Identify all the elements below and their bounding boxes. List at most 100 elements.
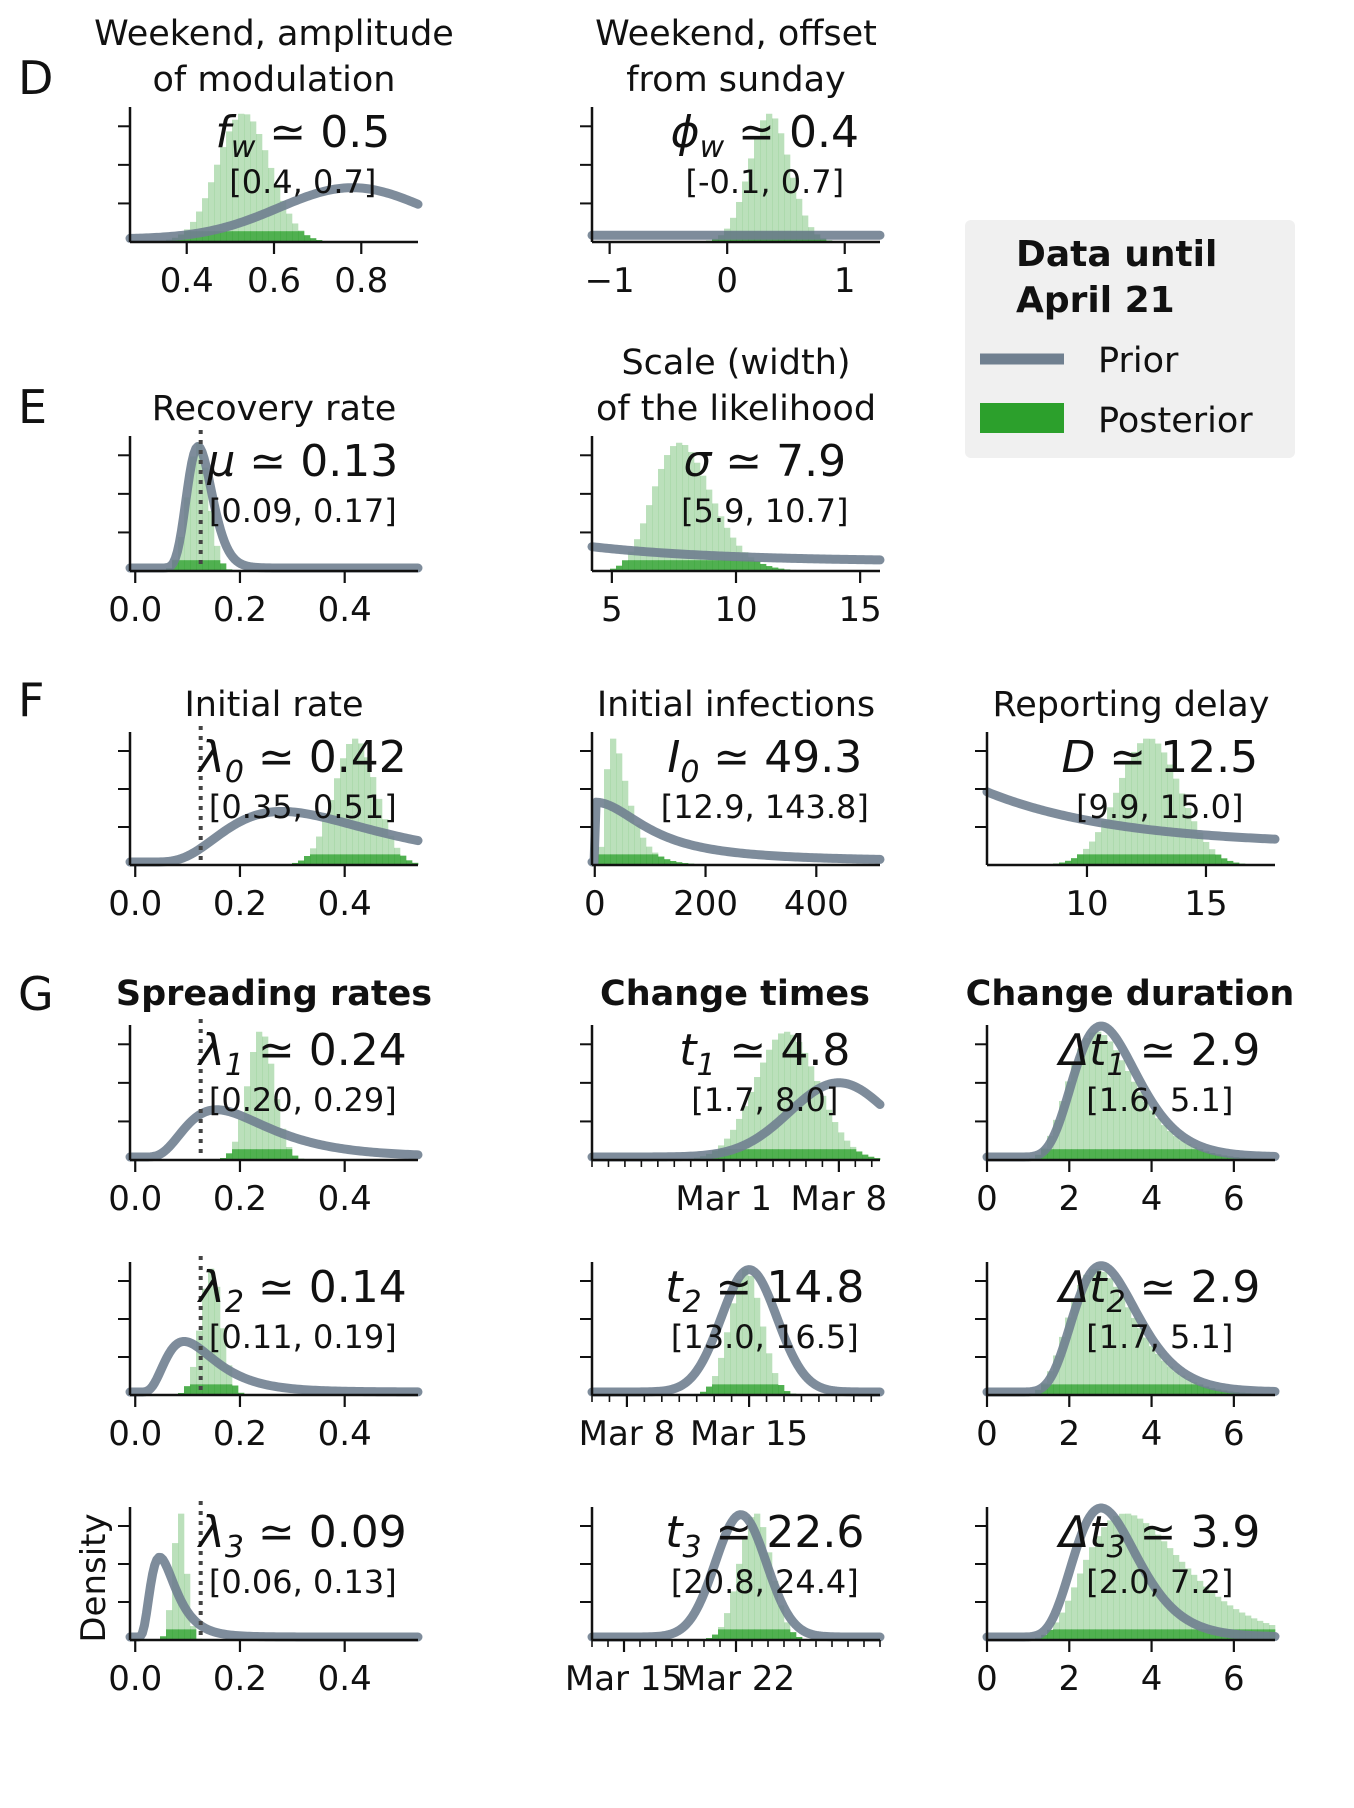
posterior-bar-core <box>760 563 767 571</box>
posterior-bar <box>1119 777 1126 865</box>
posterior-bar <box>1125 1513 1132 1640</box>
posterior-bar-core <box>340 854 347 865</box>
posterior-bar <box>1083 1559 1090 1640</box>
posterior-bar <box>1131 1515 1138 1640</box>
posterior-bar <box>736 201 743 242</box>
posterior-bar <box>1113 1515 1120 1640</box>
posterior-bar-core <box>850 1149 857 1160</box>
posterior-bar <box>1197 1580 1204 1640</box>
posterior-bar <box>784 1031 791 1160</box>
posterior-bar <box>754 1297 761 1395</box>
posterior-bar <box>1137 1518 1144 1640</box>
posterior-bar <box>1203 841 1210 865</box>
posterior-bar-core <box>184 1386 191 1395</box>
posterior-bar-core <box>1131 1629 1138 1640</box>
posterior-histogram-dt1 <box>1029 1031 1276 1160</box>
posterior-bar <box>1143 1101 1150 1160</box>
x-tick-label: 4 <box>1141 1659 1163 1699</box>
posterior-bar-core <box>1089 1149 1096 1160</box>
x-tick-label: 0.2 <box>213 590 267 630</box>
posterior-bar <box>826 1109 833 1160</box>
posterior-bar-core <box>754 1149 761 1160</box>
posterior-bar <box>760 1062 767 1160</box>
x-tick-label: 0 <box>584 884 606 924</box>
posterior-bar <box>226 1365 233 1395</box>
posterior-bar-core <box>784 1629 791 1640</box>
posterior-bar-core <box>1161 1384 1168 1395</box>
posterior-bar-core <box>754 1629 761 1640</box>
posterior-bar-core <box>694 560 701 571</box>
stat-value: ≃ 0.4 <box>724 107 859 158</box>
column-header-spreading-rates: Spreading rates <box>116 974 432 1014</box>
posterior-bar-core <box>796 1637 803 1640</box>
posterior-bar <box>1095 1536 1102 1640</box>
stat-interval-sigma: [5.9, 10.7] <box>681 492 848 530</box>
prior-curve-dt1 <box>982 1021 1280 1162</box>
posterior-bar-core <box>184 560 191 571</box>
posterior-bar-core <box>1071 858 1078 865</box>
posterior-bar <box>1173 778 1180 865</box>
posterior-bar <box>778 1033 785 1160</box>
posterior-bar <box>1119 1296 1126 1395</box>
x-tick-label: 6 <box>1223 1414 1245 1454</box>
posterior-bar <box>1167 1131 1174 1160</box>
posterior-bar <box>1161 1541 1168 1640</box>
posterior-bar <box>676 442 683 571</box>
posterior-bar <box>1161 1360 1168 1395</box>
panel-title-phiw: from sunday <box>626 60 846 100</box>
posterior-bar-core <box>328 854 335 865</box>
x-tick-label: Mar 1 <box>675 1179 772 1219</box>
stat-interval-lambda1: [0.20, 0.29] <box>209 1081 397 1119</box>
posterior-bar <box>1095 832 1102 865</box>
posterior-bar <box>274 185 281 242</box>
posterior-bar <box>1167 764 1174 865</box>
posterior-bar <box>388 835 395 865</box>
posterior-bar-core <box>1059 1384 1066 1395</box>
posterior-bar <box>1071 1587 1078 1640</box>
posterior-bar <box>754 1513 761 1640</box>
posterior-bar-core <box>196 560 203 571</box>
posterior-bar-core <box>634 854 641 865</box>
posterior-bar <box>814 1081 821 1160</box>
posterior-bar-core <box>796 1149 803 1160</box>
posterior-bar <box>268 1063 275 1160</box>
posterior-bar-core <box>1113 854 1120 865</box>
posterior-bar-core <box>1131 1384 1138 1395</box>
stat-interval-D: [9.9, 15.0] <box>1076 788 1243 826</box>
legend-title-line2: April 21 <box>1016 280 1175 321</box>
posterior-bar <box>196 1330 203 1395</box>
posterior-bar-core <box>1107 1384 1114 1395</box>
posterior-bar-core <box>388 854 395 865</box>
posterior-bar-core <box>286 231 293 242</box>
stat-estimate-lambda0: λ0 ≃ 0.42 <box>197 732 407 790</box>
posterior-bar-core <box>856 1151 863 1160</box>
posterior-bar-core <box>1113 1629 1120 1640</box>
posterior-bar-core <box>808 1149 815 1160</box>
posterior-bar <box>202 198 209 242</box>
posterior-bar <box>748 158 755 242</box>
posterior-bar <box>778 133 785 242</box>
stat-value: ≃ 12.5 <box>1095 732 1258 783</box>
posterior-bar <box>1071 1299 1078 1395</box>
posterior-bar-core <box>1203 1151 1210 1160</box>
posterior-bar-core <box>292 1155 299 1160</box>
stat-subscript: w <box>700 130 725 165</box>
posterior-bar <box>736 1279 743 1395</box>
posterior-bar-core <box>1149 1629 1156 1640</box>
posterior-bar-core <box>1209 1388 1216 1395</box>
posterior-bar-core <box>742 560 749 571</box>
stat-estimate-t2: t2 ≃ 14.8 <box>665 1262 864 1320</box>
x-tick-label: 0.2 <box>213 884 267 924</box>
posterior-bar-core <box>730 560 737 571</box>
stat-symbol: σ <box>683 436 712 487</box>
stat-subscript: 3 <box>1107 1530 1126 1565</box>
posterior-bar-core <box>748 560 755 571</box>
stat-subscript: 1 <box>225 1048 244 1083</box>
posterior-bar-core <box>736 1384 743 1395</box>
posterior-bar-core <box>1179 1149 1186 1160</box>
posterior-bar-core <box>772 1149 779 1160</box>
posterior-bar-core <box>622 560 629 571</box>
